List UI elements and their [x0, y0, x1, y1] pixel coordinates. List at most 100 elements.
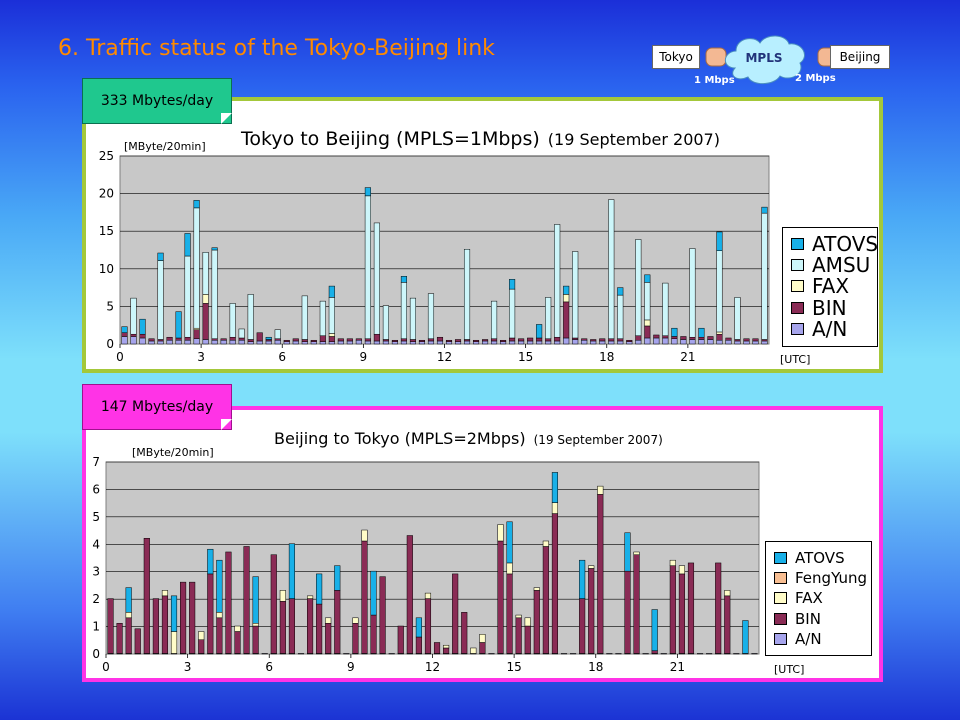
bar-segment-bin — [247, 339, 254, 342]
bar-segment-bin — [325, 623, 332, 654]
chart-title: Tokyo to Beijing (MPLS=1Mbps) (19 Septemb… — [240, 128, 720, 150]
bar-segment-bin — [599, 338, 606, 342]
bar-segment-bin — [445, 339, 453, 342]
bar-segment-atovs — [415, 617, 422, 638]
bar-segment-atovs — [193, 200, 200, 209]
x-tick-label: 0 — [116, 350, 124, 364]
bar-segment-atovs — [184, 233, 191, 257]
bar-segment-bin — [644, 325, 651, 339]
bar-segment-fax — [279, 590, 286, 602]
bar-segment-bin — [752, 338, 759, 342]
bar-segment-atovs — [157, 252, 164, 261]
legend-label: FAX — [795, 589, 823, 608]
bar-segment-fax — [724, 590, 731, 597]
bar-segment-fax — [307, 595, 314, 599]
bar-segment-fax — [352, 617, 359, 624]
bar-segment-bin — [125, 617, 132, 654]
bar-segment-an — [660, 653, 667, 655]
bar-segment-bin — [184, 336, 191, 341]
chart-title: Beijing to Tokyo (MPLS=2Mbps) (19 Septemb… — [274, 429, 663, 448]
bar-segment-an — [220, 339, 227, 345]
bar-segment-bin — [669, 565, 676, 654]
bar-segment-atovs — [252, 576, 259, 624]
legend-label: AMSU — [812, 253, 871, 278]
bar-segment-amsu — [716, 250, 723, 333]
bar-segment-bin — [707, 336, 714, 340]
bar-segment-bin — [400, 338, 407, 342]
legend-item-fax: FAX — [774, 588, 823, 608]
bar-segment-an — [166, 339, 173, 345]
bar-segment-an — [743, 340, 750, 345]
mpls-label: MPLS — [745, 51, 783, 65]
note-fold-icon — [221, 113, 232, 124]
bar-segment-an — [343, 653, 350, 655]
legend-swatch — [791, 322, 804, 335]
bar-segment-bin — [337, 338, 344, 342]
legend-label: BIN — [795, 609, 821, 628]
bar-segment-atovs — [617, 287, 624, 296]
bar-segment-an — [297, 653, 305, 655]
bar-segment-an — [488, 653, 495, 655]
bar-segment-bin — [662, 335, 669, 339]
bar-segment-amsu — [382, 305, 389, 340]
chart1-legend: ATOVS AMSU FAX BIN A/N — [782, 227, 878, 347]
bar-segment-bin — [715, 562, 722, 654]
bar-segment-bin — [288, 598, 295, 654]
bar-segment-amsu — [184, 255, 191, 338]
bar-segment-atovs — [671, 327, 678, 337]
bar-segment-bin — [334, 590, 341, 654]
legend-swatch — [774, 632, 787, 645]
legend-item-amsu: AMSU — [791, 253, 871, 278]
bar-segment-atovs — [121, 326, 128, 333]
bar-segment-fax — [597, 485, 604, 495]
bar-segment-amsu — [572, 251, 579, 339]
legend-label: BIN — [812, 295, 847, 320]
bar-segment-bin — [415, 636, 422, 654]
legend-swatch — [791, 301, 804, 314]
x-tick-label: 0 — [102, 660, 110, 674]
bar-segment-bin — [725, 337, 732, 341]
bar-segment-fax — [524, 617, 531, 627]
bar-segment-an — [436, 340, 444, 345]
bar-segment-an — [599, 340, 606, 345]
bar-segment-bin — [563, 301, 570, 339]
bar-segment-bin — [189, 581, 196, 654]
bar-segment-bin — [482, 339, 489, 342]
bar-segment-atovs — [698, 327, 705, 338]
bar-segment-an — [148, 340, 155, 345]
bar-segment-bin — [352, 623, 359, 654]
bar-segment-bin — [121, 332, 128, 337]
bar-segment-an — [454, 341, 462, 345]
bar-segment-fax — [325, 617, 332, 624]
x-tick-label: 6 — [278, 350, 286, 364]
bar-segment-bin — [479, 642, 486, 654]
chart-subtitle: (19 September 2007) — [534, 433, 663, 447]
y-axis-label: [MByte/20min] — [132, 446, 214, 459]
bar-segment-bin — [524, 625, 531, 654]
bar-segment-amsu — [373, 222, 380, 335]
bar-segment-amsu — [211, 249, 218, 339]
bar-segment-bin — [418, 339, 426, 342]
bar-segment-fax — [633, 551, 640, 555]
bar-segment-atovs — [288, 543, 295, 599]
bar-segment-bin — [225, 551, 232, 654]
bar-segment-fax — [479, 634, 486, 643]
bar-segment-an — [355, 339, 362, 345]
bar-segment-bin — [139, 333, 146, 339]
x-tick-label: 9 — [360, 350, 368, 364]
bar-segment-an — [563, 337, 570, 345]
x-tick-label: 12 — [425, 660, 440, 674]
bar-segment-an — [418, 341, 426, 345]
x-axis-label: [UTC] — [774, 663, 804, 676]
legend-item-atovs: ATOVS — [774, 548, 845, 568]
bar-segment-bin — [424, 598, 432, 654]
bar-segment-bin — [391, 339, 398, 342]
bar-segment-bin — [653, 334, 660, 339]
bar-segment-bin — [220, 338, 227, 341]
bar-segment-an — [121, 336, 128, 345]
bar-segment-atovs — [139, 318, 146, 335]
bar-segment-amsu — [202, 252, 209, 295]
bar-segment-fax — [198, 631, 205, 640]
bar-segment-amsu — [400, 282, 407, 339]
